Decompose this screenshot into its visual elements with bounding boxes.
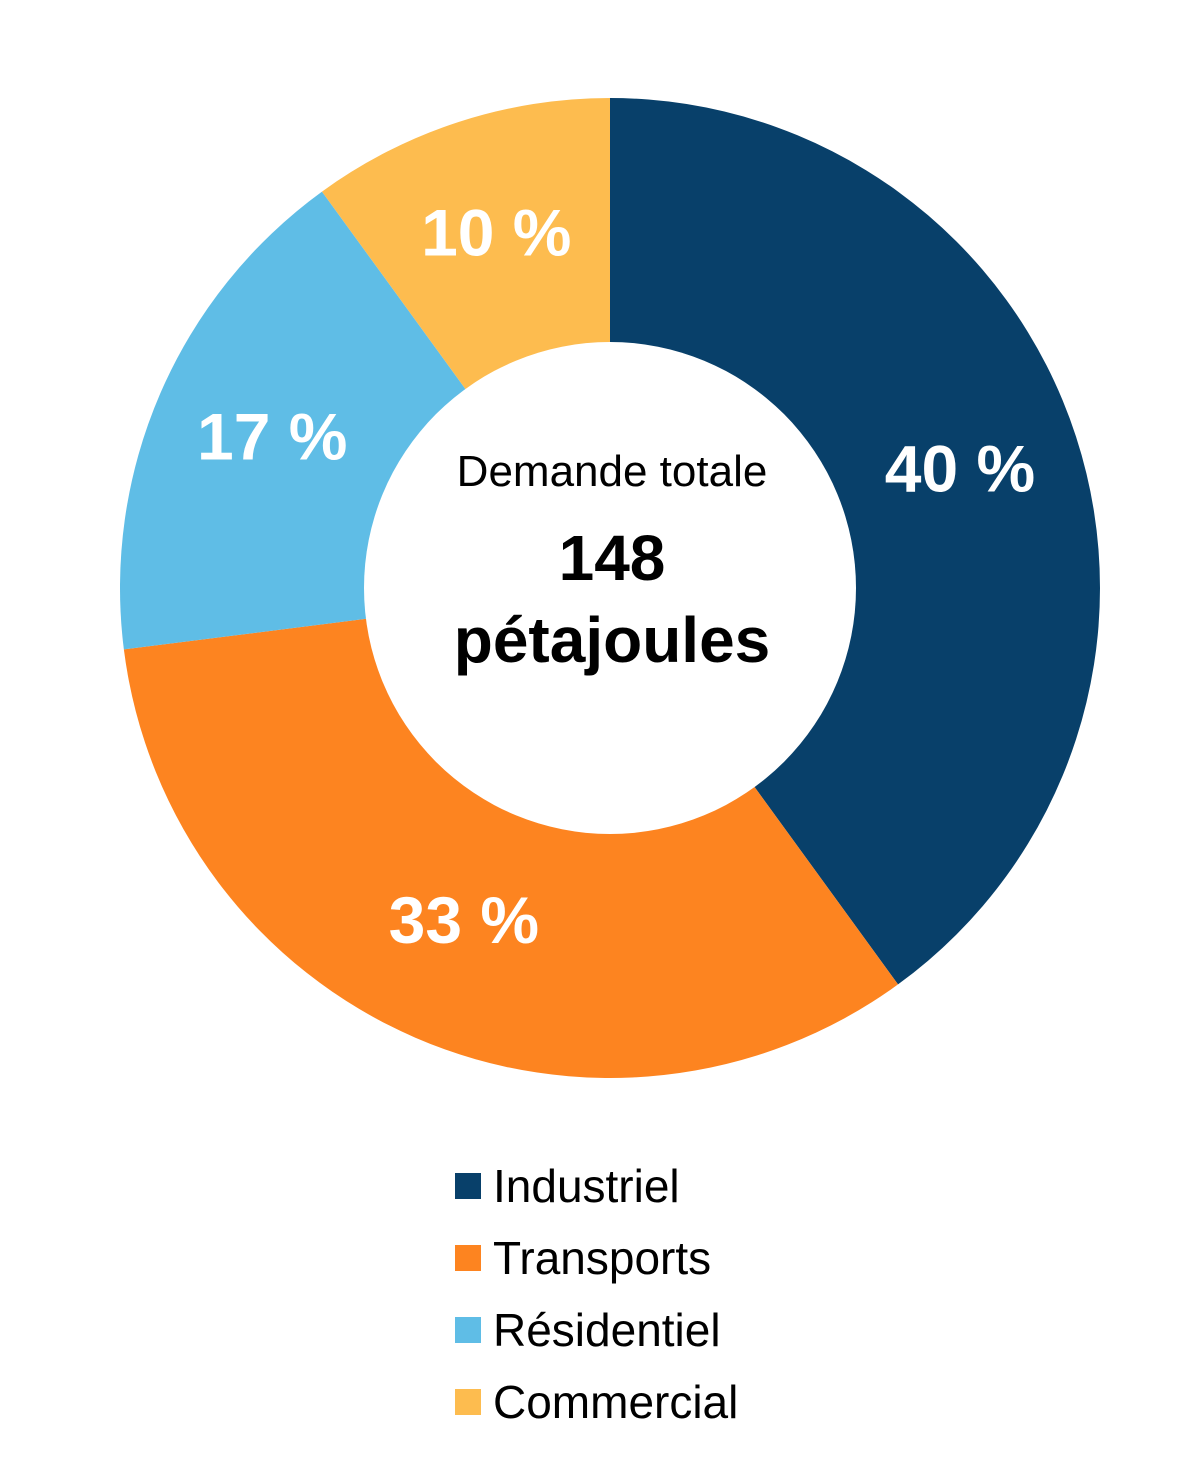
donut-hole (364, 342, 856, 834)
slice-label-transports: 33 % (389, 883, 539, 957)
legend-label: Transports (493, 1232, 712, 1284)
legend-item-industriel: Industriel (455, 1155, 875, 1217)
slice-labels: 40 % 33 % 17 % 10 % (197, 195, 1035, 957)
legend-swatch (455, 1317, 481, 1343)
slice-label-residentiel: 17 % (197, 399, 347, 473)
legend-item-transports: Transports (455, 1227, 875, 1289)
center-value-unit: pétajoules (454, 604, 771, 676)
center-caption: Demande totale (457, 447, 768, 496)
legend-item-residentiel: Résidentiel (455, 1299, 875, 1361)
legend-label: Industriel (493, 1160, 680, 1212)
slice-label-industriel: 40 % (885, 432, 1035, 506)
slice-industriel (610, 98, 1100, 985)
legend-swatch (455, 1389, 481, 1415)
legend-label: Commercial (493, 1376, 739, 1428)
legend-swatch (455, 1173, 481, 1199)
donut-chart: 40 % 33 % 17 % 10 % Demande totale 148 péta… (120, 98, 1100, 1078)
legend-item-commercial: Commercial (455, 1371, 875, 1433)
legend-swatch (455, 1245, 481, 1271)
legend: Industriel Transports Résidentiel Commer… (455, 1155, 875, 1443)
slice-transports (123, 588, 899, 1078)
slice-label-commercial: 10 % (421, 195, 571, 269)
legend-label: Résidentiel (493, 1304, 721, 1356)
center-value-number: 148 (559, 522, 666, 594)
